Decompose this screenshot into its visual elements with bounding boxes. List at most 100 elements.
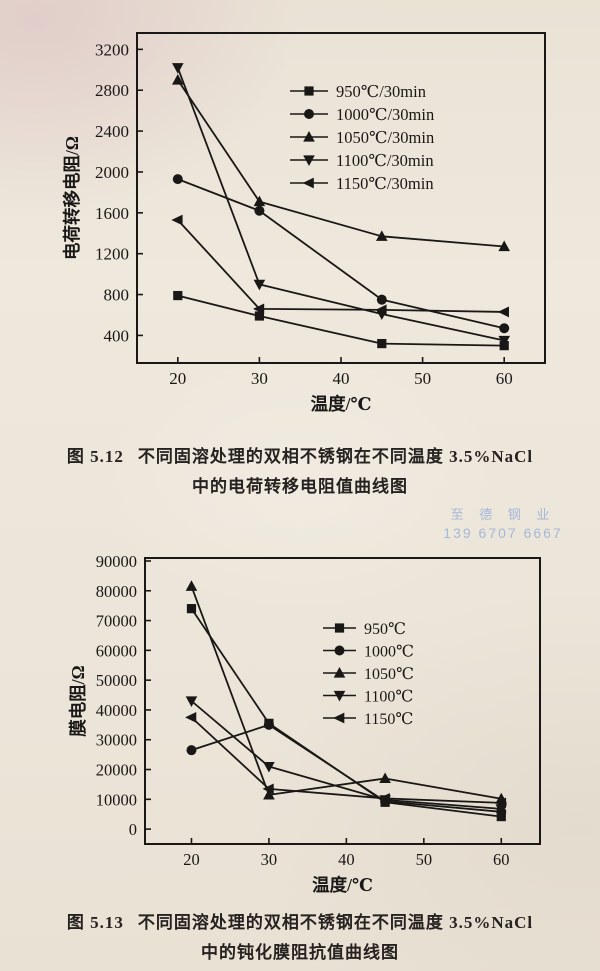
marker-triangle-left [302,177,314,189]
marker-circle [172,174,183,185]
y-tick-label: 3200 [95,40,129,59]
marker-triangle-down [185,696,198,707]
series-1050℃/30min [172,73,510,252]
y-tick-label: 2000 [95,163,129,182]
marker-square [334,623,345,633]
y-tick-label: 400 [104,326,130,345]
marker-square [304,86,314,96]
marker-triangle-left [262,783,274,795]
watermark-company: 至 德 钢 业 [450,507,556,522]
y-tick-label: 10000 [96,790,137,809]
legend-label: 1100℃/30min [336,151,434,170]
legend-label: 1150℃/30min [336,174,434,193]
legend: 950℃/30min 1000℃/30min 1050℃/30min 1100℃/30… [290,82,434,193]
caption-line-2: 中的电荷转移电阻值曲线图 [192,477,408,496]
caption-line-1: 图 5.12 不同固溶处理的双相不锈钢在不同温度 3.5%NaCl [0,442,600,472]
marker-triangle-left [185,711,197,723]
legend: 950℃ 1000℃ 1050℃ 1100℃ 1150℃ [323,621,414,728]
figure-title: 不同固溶处理的双相不锈钢在不同温度 3.5%NaCl [137,913,534,932]
legend-label: 950℃ [364,621,406,638]
y-tick-label: 40000 [96,701,137,720]
legend-label: 1000℃/30min [336,105,434,124]
marker-circle [376,294,387,305]
x-tick-label: 40 [333,369,350,388]
y-axis-label: 膜电阻/Ω [68,665,88,736]
x-tick-label: 50 [414,369,431,388]
marker-triangle-up [379,772,391,784]
legend-label: 1000℃ [364,644,414,661]
figure-number: 图 5.13 [66,913,124,932]
marker-triangle-down [333,690,346,702]
figure-number: 图 5.12 [66,447,124,466]
caption-line-2: 中的钝化膜阻抗值曲线图 [201,943,399,962]
marker-square [186,604,197,614]
marker-triangle-up [498,240,510,252]
marker-circle [263,719,274,730]
y-tick-label: 90000 [96,552,137,571]
caption-line-1: 图 5.13 不同固溶处理的双相不锈钢在不同温度 3.5%NaCl [0,908,600,938]
legend-label: 1050℃ [364,666,414,683]
marker-triangle-up [263,788,275,800]
figure-caption-5-12: 图 5.12 不同固溶处理的双相不锈钢在不同温度 3.5%NaCl 中的电荷转移电… [0,442,600,502]
marker-triangle-down [498,335,510,347]
marker-triangle-down [253,279,266,291]
y-axis-label: 电荷转移电阻/Ω [62,136,82,260]
marker-triangle-left [494,797,507,809]
marker-square [254,311,264,321]
marker-circle [304,109,314,119]
marker-triangle-left [497,306,509,318]
axes: 20 30 40 50 60 0 10000 20000 30000 40000 50000 6000… [68,552,541,895]
marker-triangle-down [263,761,275,773]
legend-label: 1050℃/30min [336,128,434,147]
y-tick-label: 2800 [95,81,129,100]
figure-title: 不同固溶处理的双相不锈钢在不同温度 3.5%NaCl [137,447,534,466]
x-axis-label: 温度/℃ [312,875,373,895]
chart-charge-transfer-resistance: 20 30 40 50 60 400 800 1200 1600 2000 2400 2800 3200… [62,32,546,414]
legend-label: 1100℃ [364,689,413,706]
series-950℃/30min [173,290,509,351]
y-tick-label: 2400 [95,122,129,141]
x-tick-label: 40 [338,850,355,869]
watermark: 至 德 钢 业 139 6707 6667 [428,504,578,541]
marker-circle [499,323,510,334]
marker-triangle-left [375,304,387,316]
marker-triangle-down [303,155,315,166]
marker-triangle-up [333,667,346,678]
marker-square [377,338,387,349]
y-tick-label: 800 [104,286,130,305]
y-tick-label: 1200 [95,245,129,264]
marker-triangle-left [253,303,265,315]
series-1000℃ [186,719,507,817]
series-1000℃/30min [172,174,510,334]
legend-label: 1150℃ [364,711,413,728]
axes: 20 30 40 50 60 400 800 1200 1600 2000 2400 2800 3200… [62,32,546,414]
marker-triangle-up [376,230,388,241]
marker-triangle-down [172,63,184,74]
marker-triangle-up [253,195,266,207]
marker-triangle-left [333,712,345,724]
x-tick-label: 20 [169,369,186,388]
series-1150℃/30min [171,214,509,318]
marker-triangle-up [303,131,315,142]
x-tick-label: 60 [493,850,510,869]
y-tick-label: 60000 [96,641,137,660]
marker-triangle-up [172,73,184,85]
marker-triangle-up [185,580,198,591]
y-tick-label: 70000 [96,612,137,631]
series-1100℃/30min [172,63,510,347]
watermark-phone: 139 6707 6667 [443,525,563,541]
marker-circle [254,205,265,216]
y-tick-label: 0 [129,820,137,839]
y-tick-label: 80000 [96,582,137,601]
x-tick-label: 50 [416,850,433,869]
x-tick-label: 60 [496,369,513,388]
y-tick-label: 1600 [95,204,129,223]
figure-caption-5-13: 图 5.13 不同固溶处理的双相不锈钢在不同温度 3.5%NaCl 中的钝化膜阻抗… [0,908,600,968]
x-tick-label: 20 [183,850,200,869]
chart-film-resistance: 20 30 40 50 60 0 10000 20000 30000 40000 50000 6000… [68,552,541,895]
x-axis-label: 温度/℃ [311,394,372,414]
legend-label: 950℃/30min [336,82,426,101]
marker-triangle-left [378,793,390,804]
x-tick-label: 30 [261,850,278,869]
